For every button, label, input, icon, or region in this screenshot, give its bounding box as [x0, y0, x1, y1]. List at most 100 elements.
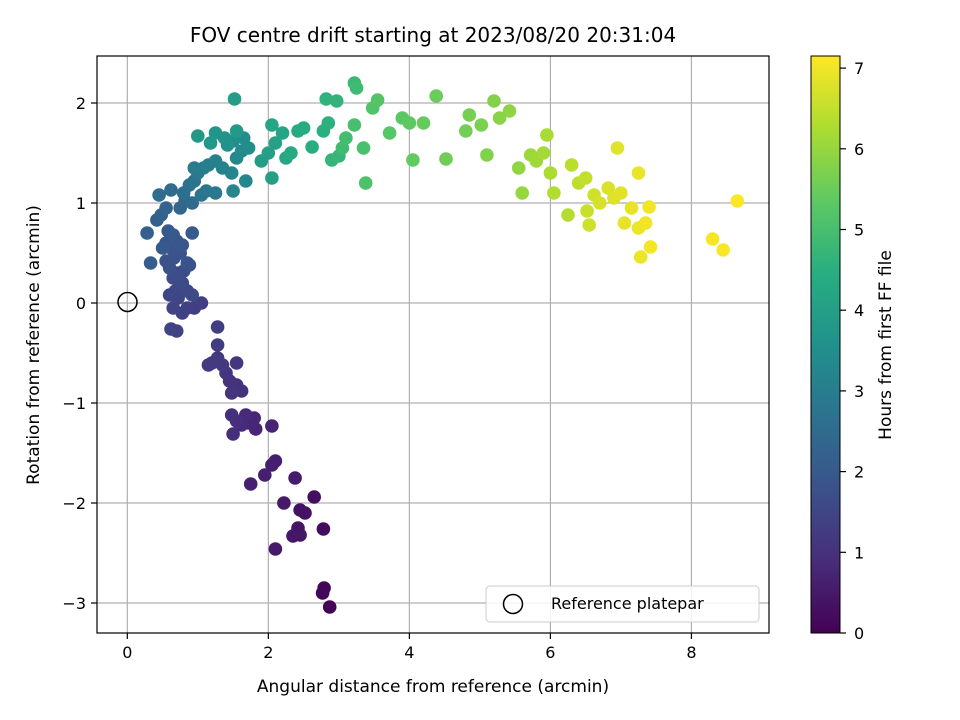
data-point	[226, 184, 240, 198]
data-point	[201, 358, 216, 372]
data-point	[601, 181, 615, 195]
data-point	[191, 129, 205, 143]
data-point	[185, 226, 199, 240]
data-point	[159, 201, 173, 215]
data-point	[265, 458, 279, 472]
data-point	[536, 146, 551, 160]
data-point	[286, 529, 300, 543]
legend-box	[485, 585, 760, 623]
data-point	[617, 216, 632, 230]
data-point	[180, 256, 195, 270]
data-point	[210, 320, 225, 334]
data-point	[288, 471, 302, 485]
y-axis-label: Rotation from reference (arcmin)	[24, 205, 44, 485]
x-tick-label: 6	[545, 643, 555, 662]
data-point	[643, 240, 658, 254]
data-point	[305, 140, 319, 154]
data-point	[642, 200, 656, 214]
data-point	[561, 208, 575, 222]
data-point	[296, 121, 311, 135]
data-point	[224, 408, 239, 422]
data-point	[358, 176, 373, 190]
data-point	[614, 186, 628, 200]
data-point	[406, 153, 420, 167]
data-point	[208, 186, 223, 200]
data-point	[316, 522, 331, 536]
x-tick-label: 0	[122, 643, 132, 662]
data-point	[480, 148, 494, 162]
data-point	[356, 141, 371, 155]
data-point	[298, 506, 312, 520]
colorbar-tick-label: 1	[854, 543, 864, 562]
data-point	[284, 146, 298, 160]
data-point	[210, 338, 225, 352]
data-point	[161, 224, 175, 238]
data-point	[487, 94, 501, 108]
y-tick-label: 1	[76, 194, 86, 213]
y-tick-label: 0	[76, 294, 86, 313]
y-tick-label: −2	[62, 494, 86, 513]
data-point	[624, 201, 639, 215]
data-point	[580, 204, 594, 218]
data-point	[462, 108, 477, 122]
data-point	[258, 468, 272, 482]
data-point	[268, 136, 283, 150]
colorbar-tick-label: 2	[854, 463, 864, 482]
data-point	[347, 118, 362, 132]
data-point	[439, 152, 453, 166]
y-tick-label: 2	[76, 94, 86, 113]
data-point	[143, 256, 158, 270]
data-point	[155, 241, 170, 255]
colorbar-tick-label: 5	[854, 221, 864, 240]
data-point	[203, 136, 218, 150]
data-point	[265, 118, 279, 132]
data-point	[402, 116, 417, 130]
legend: Reference platepar	[485, 585, 760, 623]
colorbar-tick-label: 3	[854, 382, 864, 401]
data-point	[515, 186, 529, 200]
data-point	[140, 226, 154, 240]
data-point	[370, 93, 385, 107]
data-point	[227, 92, 242, 106]
data-point	[593, 196, 607, 210]
data-point	[321, 116, 336, 130]
y-axis-ticks: −3 −2 −1 0 1 2	[62, 94, 97, 613]
data-point	[164, 322, 178, 336]
data-point	[185, 196, 199, 210]
y-tick-label: −1	[62, 394, 86, 413]
data-point	[265, 419, 279, 433]
colorbar-label: Hours from first FF file	[876, 250, 896, 440]
chart-title: FOV centre drift starting at 2023/08/20 …	[190, 23, 676, 47]
data-point	[239, 174, 253, 188]
reference-platepar-marker	[117, 291, 138, 313]
data-point	[164, 183, 178, 197]
data-point	[322, 600, 337, 614]
data-point	[716, 243, 730, 257]
data-point	[275, 126, 290, 140]
data-point	[382, 126, 397, 140]
legend-entry-reference-platepar: Reference platepar	[551, 594, 704, 613]
data-point	[429, 89, 444, 103]
colorbar-ticks: 0 1 2 3 4 5 6 7	[840, 59, 864, 643]
x-tick-label: 2	[263, 643, 273, 662]
data-point	[229, 356, 244, 370]
data-point	[277, 496, 291, 510]
data-point	[319, 92, 334, 106]
data-point	[224, 386, 239, 400]
x-axis-label: Angular distance from reference (arcmin)	[257, 677, 609, 697]
data-point	[416, 116, 431, 130]
colorbar-tick-label: 4	[854, 301, 864, 320]
data-point	[265, 171, 279, 185]
colorbar-tick-label: 7	[854, 59, 864, 78]
data-point	[459, 124, 473, 138]
data-point	[633, 250, 648, 264]
data-point	[307, 490, 322, 504]
data-point	[730, 194, 745, 208]
data-point	[564, 158, 579, 172]
colorbar	[810, 55, 841, 634]
plot-frame	[96, 55, 770, 634]
data-point	[224, 166, 239, 180]
data-point	[185, 288, 199, 302]
x-tick-label: 4	[404, 643, 414, 662]
